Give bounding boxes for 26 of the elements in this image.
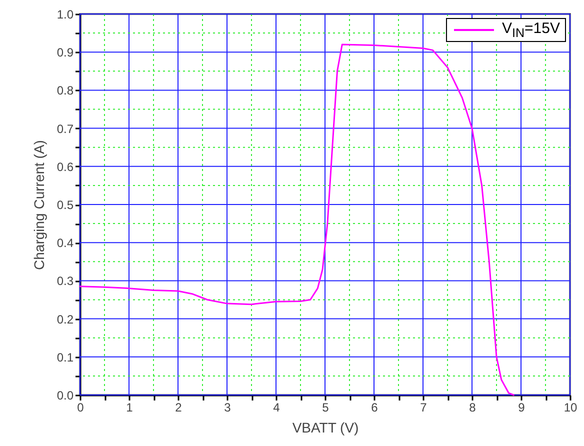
x-axis-title: VBATT (V) xyxy=(292,420,359,436)
y-tick-label: 0.9 xyxy=(56,46,74,60)
line-series xyxy=(79,44,514,396)
x-tick-label: 1 xyxy=(126,400,134,414)
y-tick-label: 0.2 xyxy=(56,312,74,326)
x-tick-label: 0 xyxy=(77,400,84,414)
x-tick-label: 3 xyxy=(224,400,232,414)
x-tick-label: 9 xyxy=(518,400,526,414)
y-tick-label: 0.8 xyxy=(56,84,74,98)
y-tick-label: 0.3 xyxy=(56,274,74,288)
x-tick-label: 8 xyxy=(469,400,476,414)
y-tick-label: 0.6 xyxy=(56,160,74,174)
y-axis-title: Charging Current (A) xyxy=(30,140,47,270)
y-tick-label: 0.0 xyxy=(56,388,74,402)
y-tick-label: 1.0 xyxy=(56,8,74,22)
y-tick-label: 0.5 xyxy=(56,198,74,212)
legend-label: V$_{IN}$=15V xyxy=(502,20,560,40)
x-tick-label: 2 xyxy=(175,400,182,414)
x-tick-label: 6 xyxy=(371,400,378,414)
x-tick-label: 5 xyxy=(322,400,330,414)
x-tick-label: 4 xyxy=(273,400,280,414)
y-tick-label: 0.4 xyxy=(56,236,74,250)
y-tick-label: 0.1 xyxy=(56,350,74,364)
x-tick-label: 10 xyxy=(564,400,578,414)
x-tick-label: 7 xyxy=(420,400,428,414)
y-tick-label: 0.7 xyxy=(56,122,74,136)
